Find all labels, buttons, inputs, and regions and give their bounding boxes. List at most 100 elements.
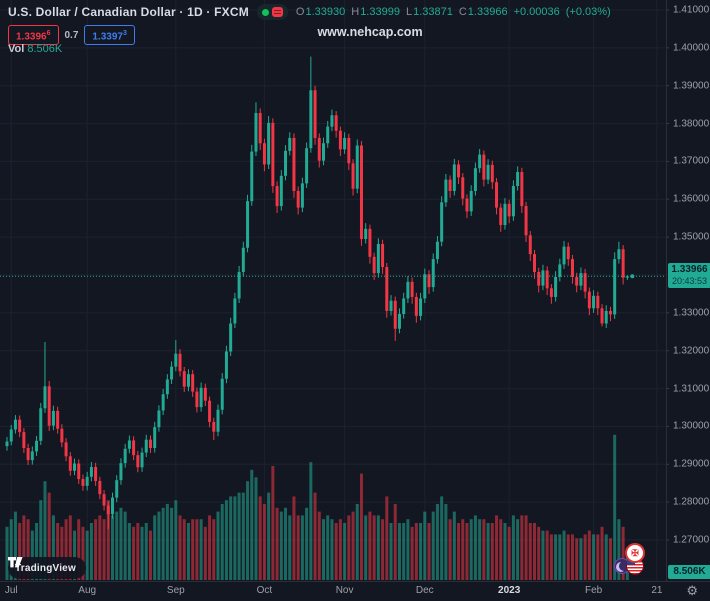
price-axis[interactable]: 1.33966 20:43:53 8.506K 1.41000 1.40000 1.… (666, 0, 710, 581)
candle-body (419, 298, 423, 316)
volume-bar (254, 477, 258, 580)
gear-icon[interactable]: ⚙ (686, 583, 698, 598)
price-tick-label: 1.41000 (673, 4, 710, 16)
candle-body (47, 386, 51, 426)
volume-bar (393, 504, 397, 580)
volume-bar (237, 492, 241, 580)
time-tick-label: Dec (415, 585, 434, 596)
candle-body (423, 274, 427, 299)
volume-bar (372, 515, 376, 580)
sell-button[interactable]: 1.33966 (8, 25, 59, 46)
volume-bar (246, 481, 250, 580)
order-book-icon (271, 7, 283, 17)
last-price-dot-icon (630, 274, 635, 279)
volume-bar (516, 519, 520, 580)
volume-bar (296, 515, 300, 580)
volume-bar (507, 526, 511, 580)
volume-bar (22, 515, 26, 580)
volume-bar (427, 523, 431, 580)
price-tick-label: 1.32000 (673, 345, 710, 357)
candle-body (520, 172, 524, 207)
volume-bar (233, 496, 237, 580)
volume-bar (85, 530, 89, 580)
candle-body (233, 298, 237, 324)
candle-body (503, 203, 507, 226)
candle-body (511, 186, 515, 217)
candle-body (22, 432, 26, 449)
candle-body (414, 296, 418, 316)
volume-bar (77, 519, 81, 580)
time-tick-label: Nov (335, 585, 354, 596)
candle-body (478, 154, 482, 169)
candle-body (473, 168, 477, 191)
candle-body (123, 448, 127, 464)
volume-bar (13, 511, 17, 580)
buy-button[interactable]: 1.33973 (84, 25, 135, 46)
candle-body (119, 463, 123, 481)
volume-bar (596, 534, 600, 580)
candle-body (64, 442, 68, 457)
candle-body (495, 182, 499, 208)
volume-bar (144, 523, 148, 580)
volume-bar (570, 534, 574, 580)
volume-bar (9, 519, 13, 580)
price-tick-label: 1.29000 (673, 458, 710, 470)
volume-bar (621, 526, 625, 580)
volume-bar (549, 534, 553, 580)
candle-body (9, 429, 13, 442)
volume-legend: Vol 8.506K (8, 43, 62, 55)
candle-body (195, 391, 199, 408)
symbol-title[interactable]: U.S. Dollar / Canadian Dollar · 1D · FXC… (8, 5, 249, 19)
volume-bar (191, 519, 195, 580)
candle-body (148, 439, 152, 449)
candle-body (385, 267, 389, 311)
candle-body (85, 476, 89, 486)
volume-bar (56, 523, 60, 580)
candle-body (174, 353, 178, 367)
candle-body (570, 259, 574, 277)
open-value: 1.33930 (305, 6, 346, 18)
candle-body (402, 298, 406, 314)
volume-pane (5, 434, 629, 580)
volume-bar (617, 519, 621, 580)
volume-bar (140, 526, 144, 580)
tradingview-logo[interactable]: TradingView (8, 557, 86, 579)
candle-body (165, 379, 169, 395)
candle-body (186, 374, 190, 387)
candle-body (13, 419, 17, 430)
volume-bar (39, 500, 43, 580)
volume-bar (545, 530, 549, 580)
time-axis[interactable]: ⚙ Jul Aug Sep Oct Nov Dec 2023 Feb 21 (0, 581, 710, 601)
volume-bar (385, 496, 389, 580)
candle-body (157, 410, 161, 428)
candle-body (208, 400, 212, 422)
volume-bar (359, 473, 363, 580)
volume-bar (376, 515, 380, 580)
candle-body (583, 273, 587, 292)
candle-body (326, 126, 330, 144)
candle-body (592, 295, 596, 309)
volume-bar (608, 538, 612, 580)
volume-bar (490, 523, 494, 580)
price-tick-label: 1.37000 (673, 155, 710, 167)
candle-body (393, 300, 397, 329)
volume-bar (106, 500, 110, 580)
candle-body (229, 323, 233, 352)
volume-bar (102, 519, 106, 580)
candle-body (43, 386, 47, 409)
last-price-value: 1.33966 (671, 264, 708, 276)
change-value: +0.00036 (513, 6, 560, 18)
candle-body (35, 440, 39, 452)
volume-bar (579, 538, 583, 580)
volume-bar (562, 530, 566, 580)
market-status-toggle[interactable] (256, 4, 288, 20)
bid-ask-row: 1.33966 0.7 1.33973 (8, 25, 135, 46)
low-label: L (405, 6, 413, 18)
candle-body (106, 505, 110, 515)
tradingview-logo-text: TradingView (15, 562, 76, 574)
volume-bar (229, 496, 233, 580)
candle-body (267, 122, 271, 165)
volume-bar (397, 523, 401, 580)
